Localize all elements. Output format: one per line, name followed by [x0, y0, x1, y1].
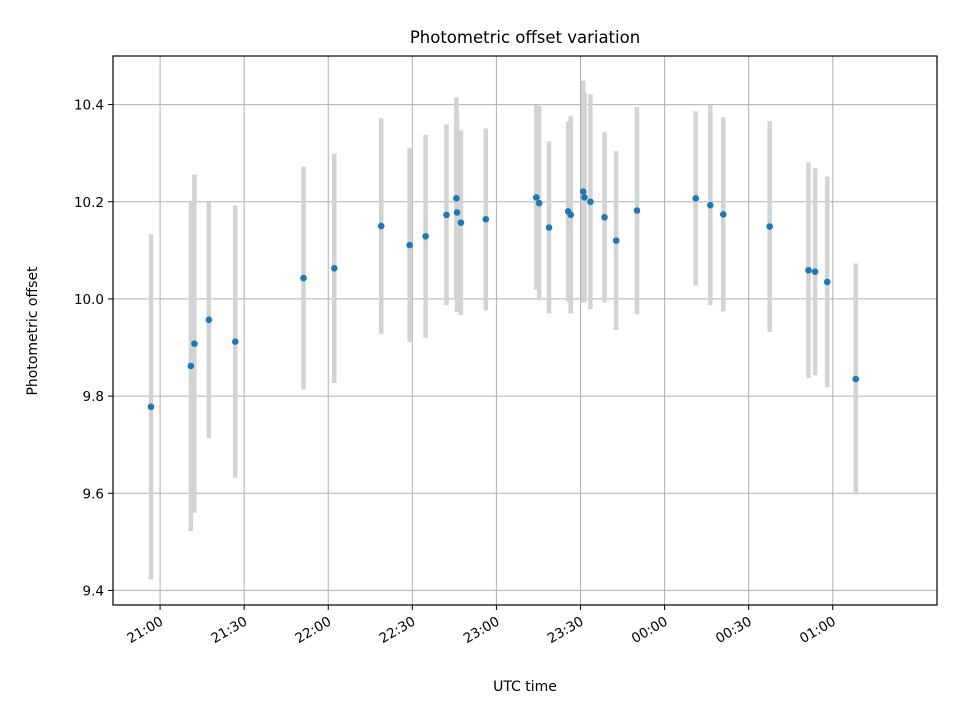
- data-point: [579, 188, 587, 195]
- y-tick-label: 9.4: [83, 583, 104, 599]
- data-point: [191, 340, 198, 347]
- y-tick-label: 10.2: [74, 195, 104, 211]
- data-point: [482, 215, 490, 223]
- data-point: [601, 213, 608, 221]
- x-axis-label: UTC time: [493, 679, 557, 695]
- data-point: [567, 211, 575, 219]
- plot-area: [113, 56, 937, 605]
- data-point: [692, 195, 699, 202]
- data-point: [612, 237, 620, 244]
- data-point: [205, 316, 213, 324]
- data-point: [633, 207, 641, 214]
- data-point: [805, 266, 812, 274]
- data-point: [719, 211, 727, 218]
- data-point: [766, 223, 773, 230]
- data-point: [852, 375, 860, 383]
- chart-title: Photometric offset variation: [410, 28, 640, 47]
- data-point: [187, 362, 195, 370]
- data-point: [823, 278, 831, 286]
- grid-lines: [113, 56, 937, 605]
- y-tick-label: 9.8: [83, 389, 104, 405]
- data-point: [457, 219, 465, 226]
- data-point: [453, 195, 460, 202]
- data-point: [707, 201, 714, 209]
- y-axis-label: Photometric offset: [25, 266, 41, 396]
- axes-frame: [112, 55, 938, 606]
- data-point: [587, 198, 594, 206]
- data-point: [300, 274, 307, 282]
- data-point: [532, 194, 540, 201]
- data-point: [811, 268, 819, 276]
- y-tick-label: 10.4: [74, 98, 104, 114]
- data-point: [331, 265, 338, 272]
- data-point: [231, 338, 239, 345]
- data-point: [443, 211, 450, 219]
- data-point: [581, 194, 588, 201]
- y-tick-label: 10.0: [74, 292, 104, 308]
- data-points: [147, 188, 860, 411]
- y-tick-label: 9.6: [83, 486, 104, 502]
- data-point: [422, 232, 429, 240]
- data-point: [377, 222, 385, 230]
- data-point: [453, 209, 461, 216]
- data-point: [406, 241, 413, 249]
- data-point: [147, 403, 155, 411]
- data-point: [545, 224, 553, 231]
- data-point: [535, 199, 543, 207]
